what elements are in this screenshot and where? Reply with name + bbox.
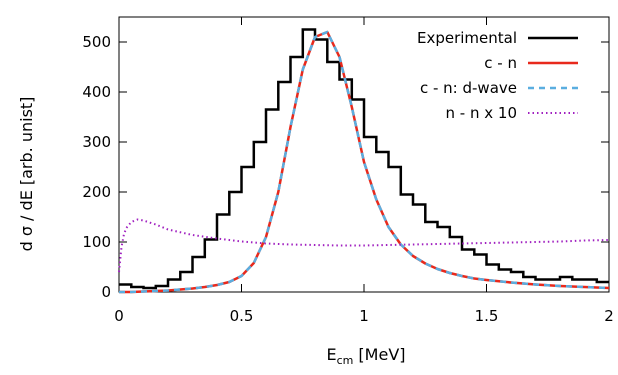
- x-tick-label: 0.5: [230, 307, 254, 325]
- x-tick-label: 1.5: [475, 307, 499, 325]
- x-axis-title: Ecm [MeV]: [326, 345, 405, 367]
- x-axis-title-unit: [MeV]: [353, 345, 405, 364]
- axis-ticks: [118, 17, 610, 293]
- plot-area: 0 0.5 1 1.5 2 0 100 200 300 400 500: [82, 16, 614, 325]
- series-line-4: [118, 218, 610, 273]
- series-line-1: [119, 28, 609, 290]
- legend: Experimental c - n c - n: d-wave n - n x 10: [417, 29, 578, 122]
- series-line-2: [119, 30, 610, 294]
- plot-frame: [118, 16, 610, 293]
- y-tick-label: 400: [82, 83, 111, 101]
- y-tick-label: 200: [82, 183, 111, 201]
- legend-label: c - n: [484, 54, 517, 72]
- y-axis-title: d σ / dE [arb. unist]: [17, 97, 36, 252]
- legend-label: c - n: d-wave: [420, 79, 517, 97]
- x-axis-title-main: E: [326, 345, 336, 364]
- series-line-3: [119, 30, 610, 294]
- x-axis-title-subscript: cm: [337, 354, 354, 367]
- y-tick-label: 500: [82, 33, 111, 51]
- x-tick-label: 1: [359, 307, 369, 325]
- x-tick-label: 0: [114, 307, 124, 325]
- series-layer: [118, 28, 610, 294]
- y-tick-label: 300: [82, 133, 111, 151]
- y-tick-label: 0: [101, 283, 111, 301]
- x-tick-label: 2: [604, 307, 614, 325]
- y-tick-label: 100: [82, 233, 111, 251]
- legend-label: Experimental: [417, 29, 517, 47]
- axis-tick-labels: 0 0.5 1 1.5 2 0 100 200 300 400 500: [82, 33, 613, 325]
- legend-label: n - n x 10: [446, 104, 517, 122]
